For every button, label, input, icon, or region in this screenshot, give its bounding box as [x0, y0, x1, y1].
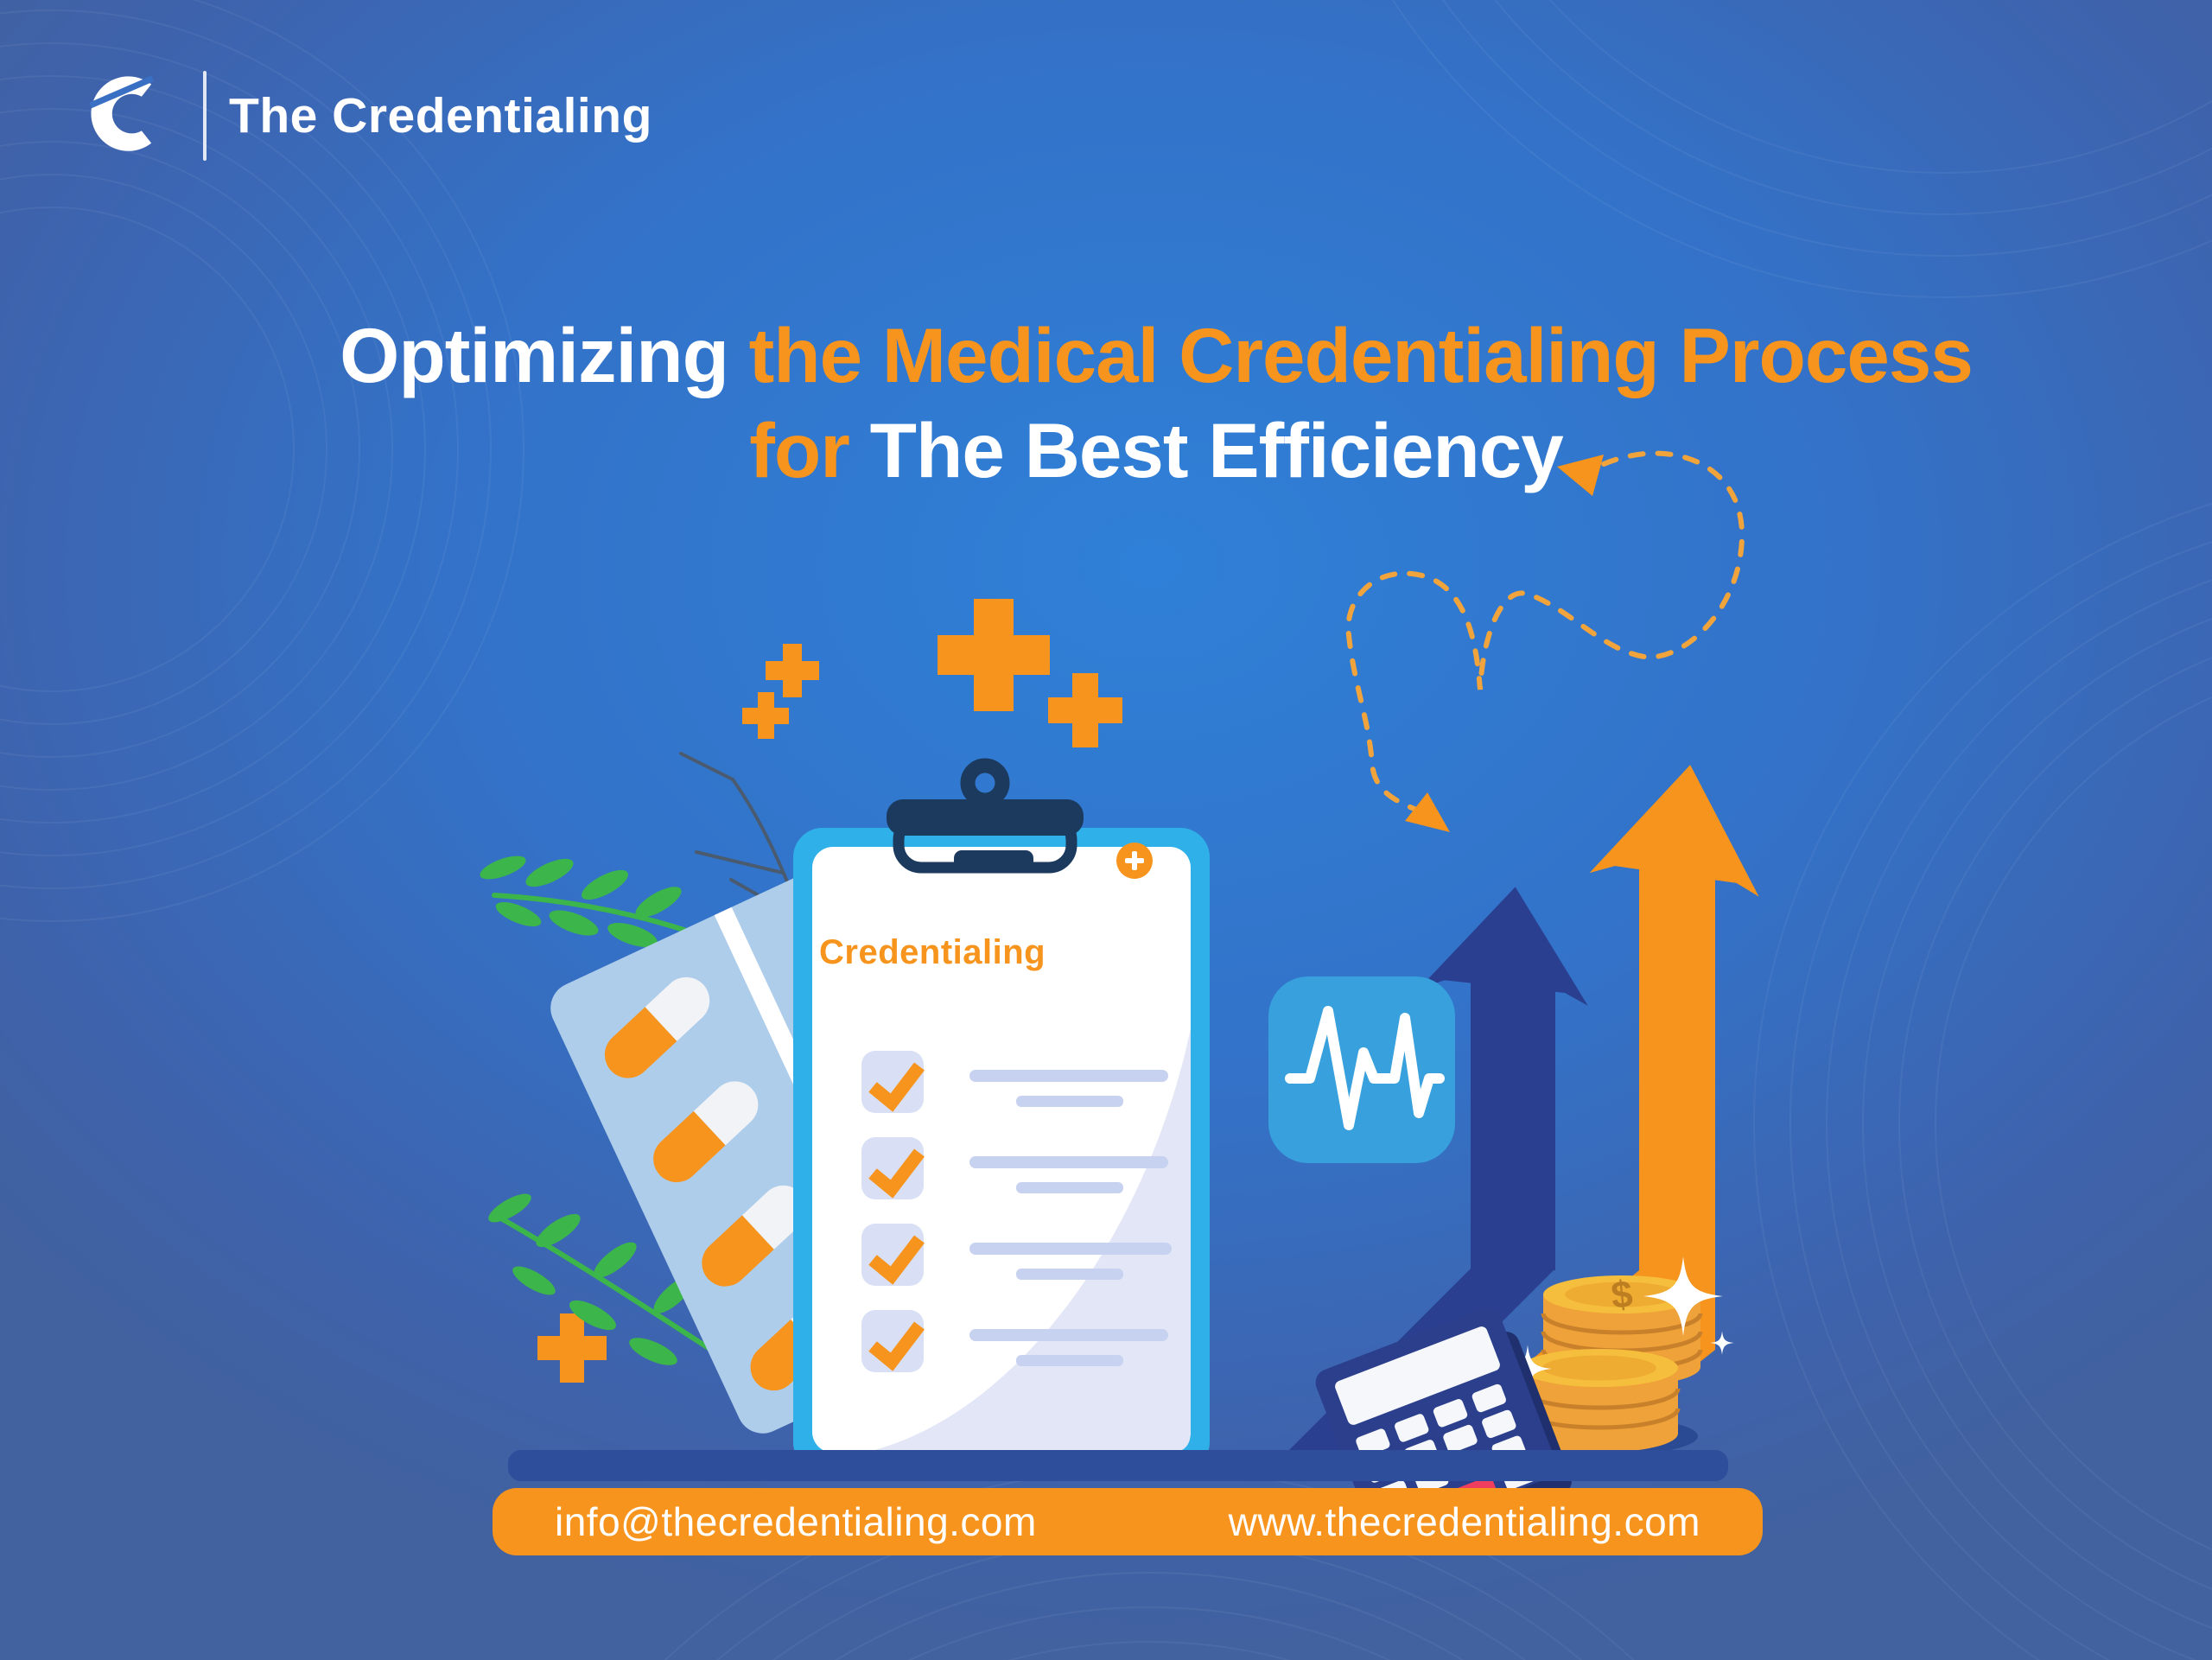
calculator-display: [1335, 1326, 1500, 1425]
dashed-arrowhead-right-icon: [1405, 792, 1450, 832]
checklist-row: [861, 1051, 1168, 1113]
ground-bar: [508, 1450, 1728, 1481]
page-title: Optimizing the Medical Credentialing Pro…: [50, 308, 2212, 498]
title-line-1: Optimizing the Medical Credentialing Pro…: [340, 312, 1974, 398]
clipboard-clip: [887, 758, 1084, 874]
header: The Credentialing: [82, 71, 652, 161]
title-line-2: for The Best Efficiency: [749, 407, 1563, 493]
leaf-branch-lower: [488, 1193, 711, 1365]
coin-stacks: $: [1503, 1256, 1734, 1456]
paper-curl: [864, 1028, 1191, 1453]
medical-cross-icons: [537, 599, 1122, 1383]
clipboard-heading: Credentialing: [819, 933, 1046, 971]
footer-contact-bar: info@thecredentialing.com www.thecredent…: [493, 1488, 1763, 1555]
dollar-sign-icon: $: [1609, 1273, 1634, 1317]
plus-badge-icon: [1116, 843, 1153, 879]
brand-name: The Credentialing: [229, 88, 652, 143]
heartbeat-icon: [1268, 976, 1455, 1163]
checklist-row: [861, 1310, 1168, 1372]
checklist-row: [861, 1137, 1168, 1199]
dashed-squiggle-arrow: [1345, 450, 1745, 832]
clipboard: [793, 758, 1210, 1472]
footer-email: info@thecredentialing.com: [555, 1499, 1037, 1544]
logo-divider: [203, 71, 207, 161]
checklist: [861, 1051, 1172, 1372]
brand-logo-icon: [89, 75, 155, 151]
checklist-row: [861, 1224, 1172, 1286]
footer-website: www.thecredentialing.com: [1228, 1499, 1700, 1544]
dashed-arrowhead-left-icon: [1557, 455, 1604, 496]
